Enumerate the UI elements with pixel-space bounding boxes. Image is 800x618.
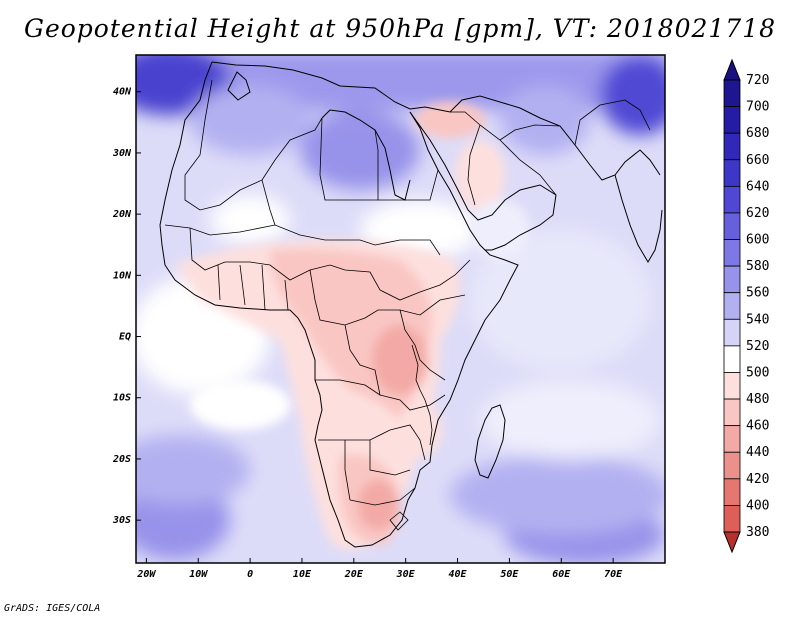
colorbar-label: 540 (746, 312, 769, 327)
colorbar-swatch (723, 505, 741, 533)
colorbar-label: 460 (746, 419, 769, 434)
colorbar-swatch (723, 106, 741, 134)
colorbar-swatch (723, 132, 741, 161)
lon-tick-label: 50E (500, 569, 519, 580)
map-frame (135, 54, 666, 564)
colorbar-label: 440 (746, 445, 769, 460)
lon-tick-label: 30E (396, 569, 416, 580)
longitude-axis: 20W 10W 0 10E 20E 30E 40E 50E 60E 70E (136, 558, 623, 580)
lat-tick-label: 20N (112, 209, 132, 220)
colorbar-label: 480 (746, 392, 769, 407)
lat-tick-label: 10N (113, 270, 132, 281)
map-title: Geopotential Height at 950hPa [gpm], VT:… (23, 14, 777, 43)
colorbar-label: 400 (746, 498, 769, 513)
colorbar-label: 500 (746, 365, 769, 380)
lat-tick-label: 10S (113, 393, 131, 404)
country-borders (164, 79, 651, 531)
colorbar-label: 560 (746, 286, 769, 301)
colorbar-label: 700 (746, 100, 769, 115)
grads-credit: GrADS: IGES/COLA (4, 603, 101, 614)
lat-tick-label: EQ (119, 332, 131, 343)
lon-tick-label: 10E (293, 569, 312, 580)
colorbar-label: 720 (746, 73, 769, 88)
colorbar-label: 520 (746, 339, 769, 354)
colorbar-swatch (723, 478, 741, 506)
lon-tick-label: 20E (344, 569, 364, 580)
height-field (136, 55, 665, 563)
colorbar-top-arrow (723, 58, 741, 81)
colorbar-swatch (723, 425, 741, 453)
colorbar-swatch (723, 185, 741, 214)
lon-tick-label: 40E (449, 569, 468, 580)
lat-tick-label: 20S (112, 454, 131, 465)
colorbar-label: 660 (746, 153, 769, 168)
colorbar-swatch (723, 159, 741, 187)
colorbar-label: 620 (746, 206, 769, 221)
colorbar-swatch (723, 345, 741, 373)
colorbar-label: 420 (746, 472, 769, 487)
colorbar-label: 640 (746, 179, 769, 194)
lon-tick-label: 0 (247, 569, 253, 580)
colorbar-label: 600 (746, 233, 769, 248)
colorbar-swatch (723, 398, 741, 427)
colorbar-swatch (723, 292, 741, 320)
colorbar-swatch (723, 212, 741, 240)
lat-tick-label: 30S (112, 515, 131, 526)
colorbar-swatch (723, 372, 741, 400)
colorbar-bottom-arrow (723, 531, 741, 554)
colorbar-swatch (723, 265, 741, 294)
lon-tick-label: 10W (189, 569, 208, 580)
latitude-axis: 40N 30N 20N 10N EQ 10S 20S 30S (112, 87, 141, 526)
colorbar-label: 680 (746, 126, 769, 141)
lon-tick-label: 60E (552, 569, 571, 580)
colorbar-swatch (723, 239, 741, 267)
colorbar-swatch (723, 318, 741, 347)
colorbar-label: 580 (746, 259, 769, 274)
colorbar-label: 380 (746, 525, 769, 540)
colorbar-swatch (723, 79, 741, 107)
lon-tick-label: 70E (604, 569, 623, 580)
colorbar: 720 700 680 660 640 620 600 580 560 540 520 500 480 4… (723, 58, 769, 554)
lat-tick-label: 40N (113, 87, 132, 98)
lon-tick-label: 20W (136, 569, 156, 580)
colorbar-swatch (723, 451, 741, 480)
coastlines (159, 61, 663, 548)
lat-tick-label: 30N (112, 148, 132, 159)
